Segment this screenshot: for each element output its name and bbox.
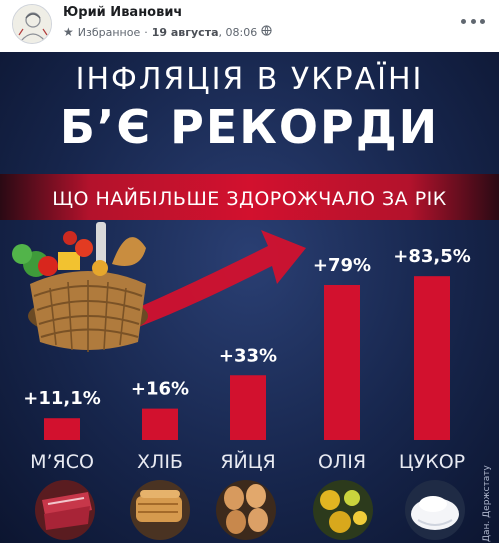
star-icon: ★ [63,25,74,39]
bar-4 [414,276,450,440]
category-label-4: ЦУКОР [399,451,465,473]
bar-0 [44,418,80,440]
eggs-icon [216,480,276,540]
more-options-icon[interactable] [461,12,485,30]
post-meta: ★ Избранное · 19 августа , 08:06 [63,25,272,39]
headline-line2: Б’Є РЕКОРДИ [59,100,440,154]
bar-3 [324,285,360,440]
globe-icon[interactable] [261,25,272,39]
post-header: Юрий Иванович ★ Избранное · 19 августа ,… [0,0,499,52]
value-label-0: +11,1% [23,388,101,409]
oil-icon [313,480,373,540]
subtitle-band [0,174,499,220]
grocery-basket-icon [12,222,148,352]
sugar-icon [405,480,465,540]
bars-group [44,276,450,440]
separator-dot: · [144,25,148,39]
post-time[interactable]: 08:06 [225,25,258,39]
category-label-1: ХЛІБ [137,451,183,473]
category-label-3: ОЛІЯ [318,451,366,473]
infographic-image[interactable]: ІНФЛЯЦІЯ В УКРАЇНІ Б’Є РЕКОРДИ ЩО НАЙБІЛ… [0,52,499,543]
category-label-0: М’ЯСО [30,451,94,473]
avatar[interactable] [12,4,52,44]
category-labels-group: М’ЯСО ХЛІБ ЯЙЦЯ ОЛІЯ ЦУКОР [30,450,465,473]
chart-subtitle: ЩО НАЙБІЛЬШЕ ЗДОРОЖЧАЛО ЗА РІК [52,188,447,210]
value-label-4: +83,5% [393,246,471,267]
post-author-name[interactable]: Юрий Иванович [63,5,183,20]
value-label-2: +33% [219,345,277,366]
headline-line1: ІНФЛЯЦІЯ В УКРАЇНІ [75,62,424,97]
date-time-separator: , [218,25,226,39]
post-date[interactable]: 19 августа [151,25,219,39]
avatar-image [13,5,51,43]
bread-icon [130,480,190,540]
meat-icon [35,480,95,540]
category-label-2: ЯЙЦЯ [220,450,275,473]
rising-arrow-icon [128,230,306,328]
visibility-label: Избранное [77,25,141,39]
value-label-3: +79% [313,255,371,276]
value-label-1: +16% [131,379,189,400]
bar-1 [142,408,178,440]
value-labels-group: +11,1% +16% +33% +79% +83,5% [23,246,471,409]
price-increase-chart: +11,1% +16% +33% +79% +83,5% М’ЯСО ХЛІБ ЯЙЦЯ ОЛ… [12,222,492,542]
source-credit: Дан. Держстату [482,465,492,542]
bar-2 [230,375,266,440]
